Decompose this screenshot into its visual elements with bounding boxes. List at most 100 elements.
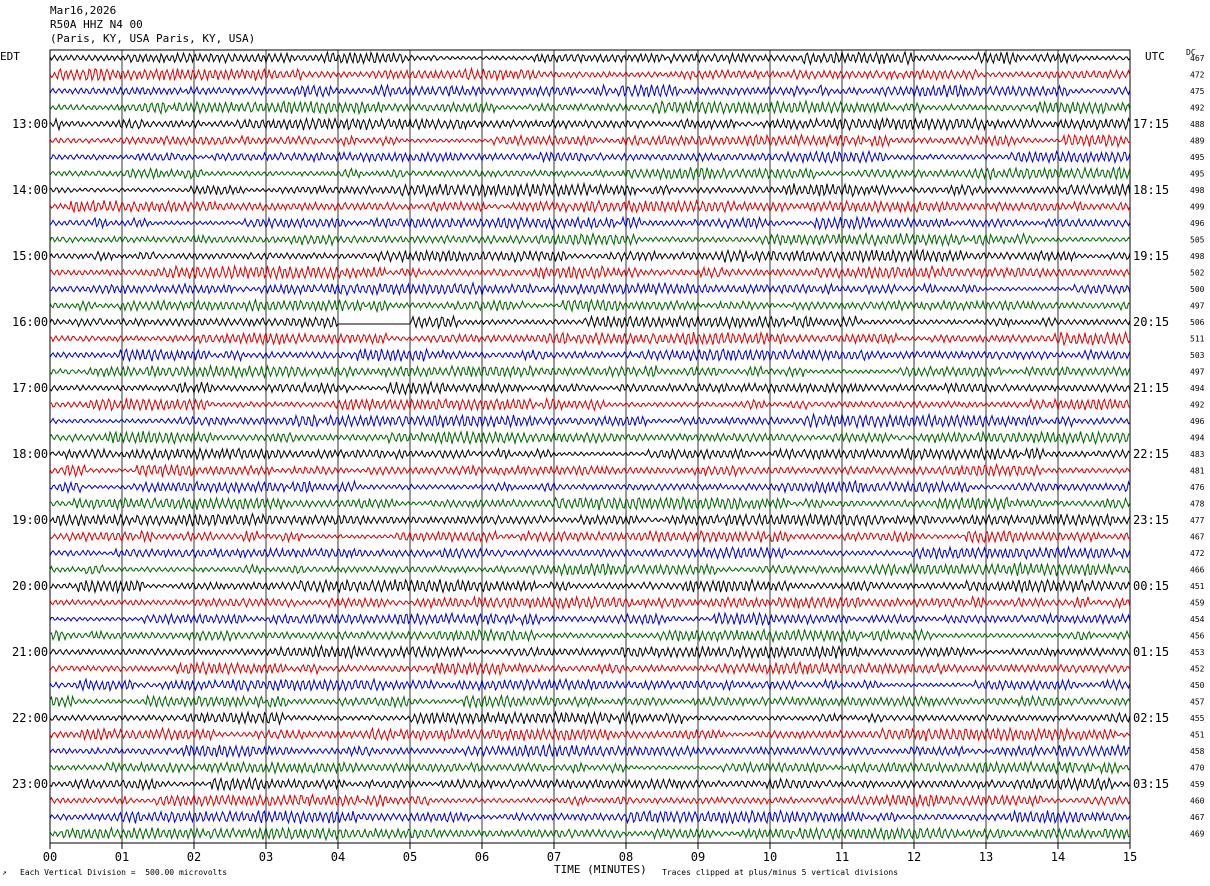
dc-offset-label: 496 <box>1190 219 1205 228</box>
dc-offset-label: 466 <box>1190 566 1205 575</box>
right-hour-label: 01:15 <box>1133 645 1169 659</box>
right-hour-label: 22:15 <box>1133 447 1169 461</box>
seismic-trace-row <box>49 529 1131 544</box>
dc-offset-label: 451 <box>1190 731 1205 740</box>
dc-offset-label: 458 <box>1190 747 1205 756</box>
seismic-trace-row <box>49 479 1131 495</box>
dc-offset-label: 459 <box>1190 780 1205 789</box>
dc-offset-label: 492 <box>1190 401 1205 410</box>
dc-offset-label: 450 <box>1190 681 1205 690</box>
right-hour-label: 03:15 <box>1133 777 1169 791</box>
x-tick-label: 01 <box>115 850 129 864</box>
left-hour-label: 16:00 <box>12 315 48 329</box>
seismic-trace-row <box>49 297 1131 314</box>
dc-offset-label: 459 <box>1190 599 1205 608</box>
right-hour-label: 00:15 <box>1133 579 1169 593</box>
dc-offset-label: 467 <box>1190 813 1205 822</box>
x-tick-label: 10 <box>763 850 777 864</box>
plot-frame <box>49 49 1131 844</box>
x-tick-label: 12 <box>907 850 921 864</box>
dc-offset-label: 498 <box>1190 252 1205 261</box>
dc-offset-label: 503 <box>1190 351 1205 360</box>
station-title: R50A HHZ N4 00 <box>50 18 143 31</box>
seismic-trace-row <box>49 165 1131 181</box>
dc-offset-label: 481 <box>1190 467 1205 476</box>
dc-offset-label: 472 <box>1190 549 1205 558</box>
seismic-trace-row <box>49 793 1131 809</box>
dc-offset-label: 497 <box>1190 368 1205 377</box>
dc-offset-label: 496 <box>1190 417 1205 426</box>
dc-offset-label: 495 <box>1190 170 1205 179</box>
dc-offset-label: 478 <box>1190 500 1205 509</box>
dc-offset-label: 470 <box>1190 764 1205 773</box>
left-timezone-label: EDT <box>0 50 20 63</box>
scale-icon: ↗ <box>2 868 7 877</box>
dc-offset-label: 488 <box>1190 120 1205 129</box>
seismic-trace-row <box>49 330 1131 347</box>
dc-offset-label: 467 <box>1190 54 1205 63</box>
left-hour-label: 19:00 <box>12 513 48 527</box>
left-hour-label: 14:00 <box>12 183 48 197</box>
dc-offset-label: 500 <box>1190 285 1205 294</box>
dc-offset-label: 456 <box>1190 632 1205 641</box>
seismic-trace-row <box>49 512 1131 528</box>
vertical-division-note: Each Vertical Division = 500.00 microvol… <box>20 868 228 877</box>
seismic-trace-row <box>49 693 1131 710</box>
x-tick-label: 00 <box>43 850 57 864</box>
clip-note: Traces clipped at plus/minus 5 vertical … <box>662 868 899 877</box>
seismic-trace-row <box>49 198 1131 214</box>
seismic-trace-row <box>49 825 1131 842</box>
seismic-trace-row <box>49 281 1131 297</box>
seismic-trace-row <box>49 759 1131 776</box>
seismic-trace-row <box>49 446 1131 462</box>
x-tick-label: 14 <box>1051 850 1065 864</box>
right-hour-label: 19:15 <box>1133 249 1169 263</box>
seismic-trace-row <box>49 677 1131 693</box>
seismic-trace-row <box>49 627 1131 644</box>
right-hour-label: 20:15 <box>1133 315 1169 329</box>
dc-offset-label: 499 <box>1190 203 1205 212</box>
seismic-trace-row <box>49 116 1131 132</box>
seismic-trace-row <box>49 611 1131 627</box>
seismic-trace-row <box>49 215 1131 231</box>
x-tick-label: 07 <box>547 850 561 864</box>
seismic-trace-row <box>49 462 1131 479</box>
seismic-trace-row <box>49 430 1131 446</box>
seismic-trace-row <box>49 347 1131 363</box>
left-hour-label: 23:00 <box>12 777 48 791</box>
dc-offset-label: 494 <box>1190 434 1205 443</box>
seismic-trace-row <box>49 397 1131 412</box>
seismic-trace-row <box>49 577 1131 595</box>
right-timezone-label: UTC <box>1145 50 1165 63</box>
seismic-trace-row <box>49 595 1131 610</box>
dc-offset-label: 477 <box>1190 516 1205 525</box>
dc-offset-label: 502 <box>1190 269 1205 278</box>
x-tick-label: 08 <box>619 850 633 864</box>
dc-offset-label: 505 <box>1190 236 1205 245</box>
date-title: Mar16,2026 <box>50 4 117 17</box>
seismic-trace-row <box>49 149 1131 165</box>
left-hour-label: 15:00 <box>12 249 48 263</box>
seismic-trace-row <box>49 83 1131 99</box>
dc-offset-label: 452 <box>1190 665 1205 674</box>
x-tick-label: 06 <box>475 850 489 864</box>
dc-offset-label: 495 <box>1190 153 1205 162</box>
left-hour-label: 21:00 <box>12 645 48 659</box>
seismic-trace-row <box>49 808 1131 825</box>
right-hour-label: 23:15 <box>1133 513 1169 527</box>
dc-offset-label: 498 <box>1190 186 1205 195</box>
x-tick-label: 03 <box>259 850 273 864</box>
seismic-trace-row <box>49 181 1131 199</box>
seismic-trace-row <box>49 561 1131 577</box>
x-tick-label: 15 <box>1123 850 1137 864</box>
seismic-trace-row <box>49 133 1131 149</box>
seismic-trace-row <box>49 363 1131 380</box>
seismic-trace-row <box>49 66 1131 83</box>
seismic-trace-row <box>49 50 1131 67</box>
dc-offset-label: 494 <box>1190 384 1205 393</box>
seismic-trace-row <box>49 545 1131 561</box>
seismic-trace-row <box>49 710 1131 726</box>
dc-offset-label: 472 <box>1190 71 1205 80</box>
left-hour-label: 13:00 <box>12 117 48 131</box>
